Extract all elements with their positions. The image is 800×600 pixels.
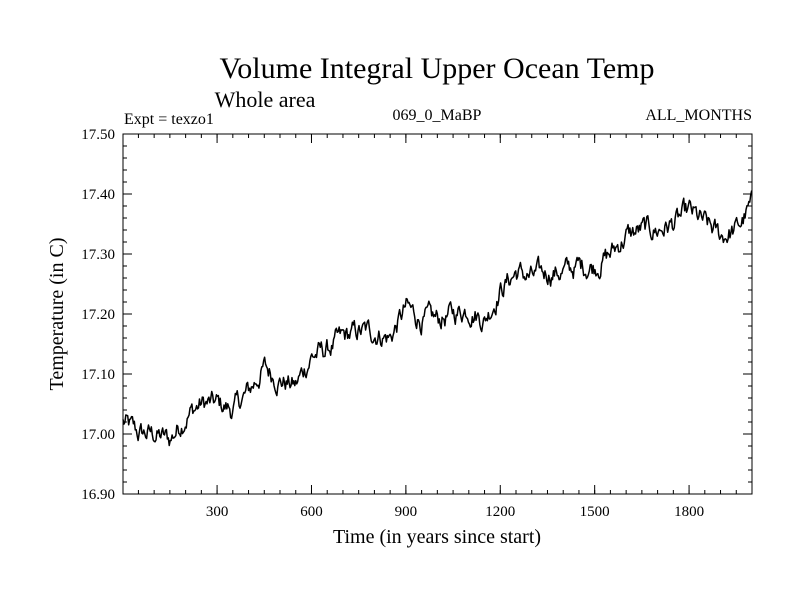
x-axis-label: Time (in years since start) xyxy=(333,526,541,548)
x-tick-labels: 300 600 900 1200 1500 1800 xyxy=(206,504,704,520)
chart-subtitle: Whole area xyxy=(215,87,316,112)
y-axis-label: Temperature (in C) xyxy=(46,238,68,391)
y-tick-label: 17.20 xyxy=(81,307,115,323)
y-tick-label: 16.90 xyxy=(81,487,115,503)
months-label: ALL_MONTHS xyxy=(645,107,752,124)
temperature-series-line xyxy=(122,190,753,447)
y-tick-label: 17.40 xyxy=(81,187,115,203)
run-label: 069_0_MaBP xyxy=(393,107,482,124)
y-tick-label: 17.50 xyxy=(81,127,115,143)
experiment-label: Expt = texzo1 xyxy=(124,111,214,128)
chart-title: Volume Integral Upper Ocean Temp xyxy=(220,52,655,85)
x-tick-label: 1200 xyxy=(485,504,515,520)
axis-ticks xyxy=(123,133,752,495)
x-tick-label: 1500 xyxy=(580,504,610,520)
y-tick-labels: 16.90 17.00 17.10 17.20 17.30 17.40 17.50 xyxy=(81,127,115,503)
y-tick-label: 17.10 xyxy=(81,367,115,383)
y-tick-label: 17.00 xyxy=(81,427,115,443)
x-tick-label: 300 xyxy=(206,504,229,520)
y-tick-label: 17.30 xyxy=(81,247,115,263)
x-tick-label: 1800 xyxy=(674,504,704,520)
x-tick-label: 600 xyxy=(300,504,323,520)
x-tick-label: 900 xyxy=(395,504,418,520)
